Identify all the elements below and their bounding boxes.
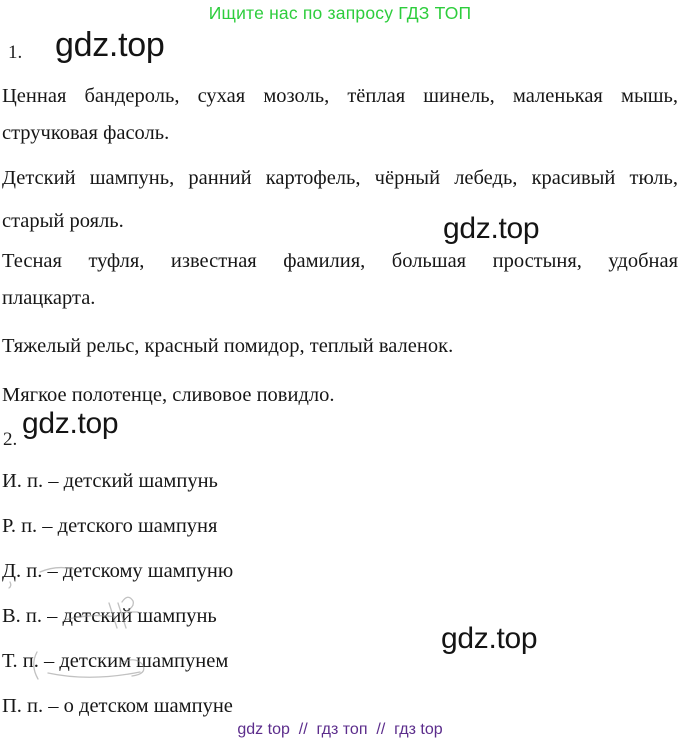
text-line: Тяжелый рельс, красный помидор, теплый в… [2, 335, 454, 357]
promo-header: Ищите нас по запросу ГДЗ ТОП [208, 3, 472, 23]
gdztop-watermark: gdz.top [441, 622, 538, 655]
case-line: И. п. – детский шампунь [2, 470, 218, 492]
gdztop-watermark: gdz.top [55, 26, 165, 64]
task1-number: 1. [8, 42, 23, 63]
case-line: Т. п. – детским шампунем [2, 650, 229, 672]
text-line: старый рояль. [2, 210, 124, 232]
footer-brand-links: gdz top // гдз топ // гдз top [237, 721, 443, 738]
case-line: Д. п. – детскому шампуню [2, 560, 234, 582]
text-line: Детский шампунь, ранний картофель, чёрны… [2, 167, 678, 189]
gdztop-watermark: gdz.top [443, 212, 540, 245]
text-line: Мягкое полотенце, сливовое повидло. [2, 384, 335, 406]
gdztop-watermark: gdz.top [22, 407, 119, 440]
task2-number: 2. [3, 429, 18, 450]
text-line: стручковая фасоль. [2, 122, 170, 144]
text-line: Ценная бандероль, сухая мозоль, тёплая ш… [2, 85, 678, 107]
case-line: В. п. – детский шампунь [2, 605, 217, 627]
text-line: плацкарта. [2, 287, 96, 309]
text-line: Тесная туфля, известная фамилия, большая… [2, 250, 678, 272]
case-line: П. п. – о детском шампуне [2, 695, 233, 717]
case-line: Р. п. – детского шампуня [2, 515, 218, 537]
